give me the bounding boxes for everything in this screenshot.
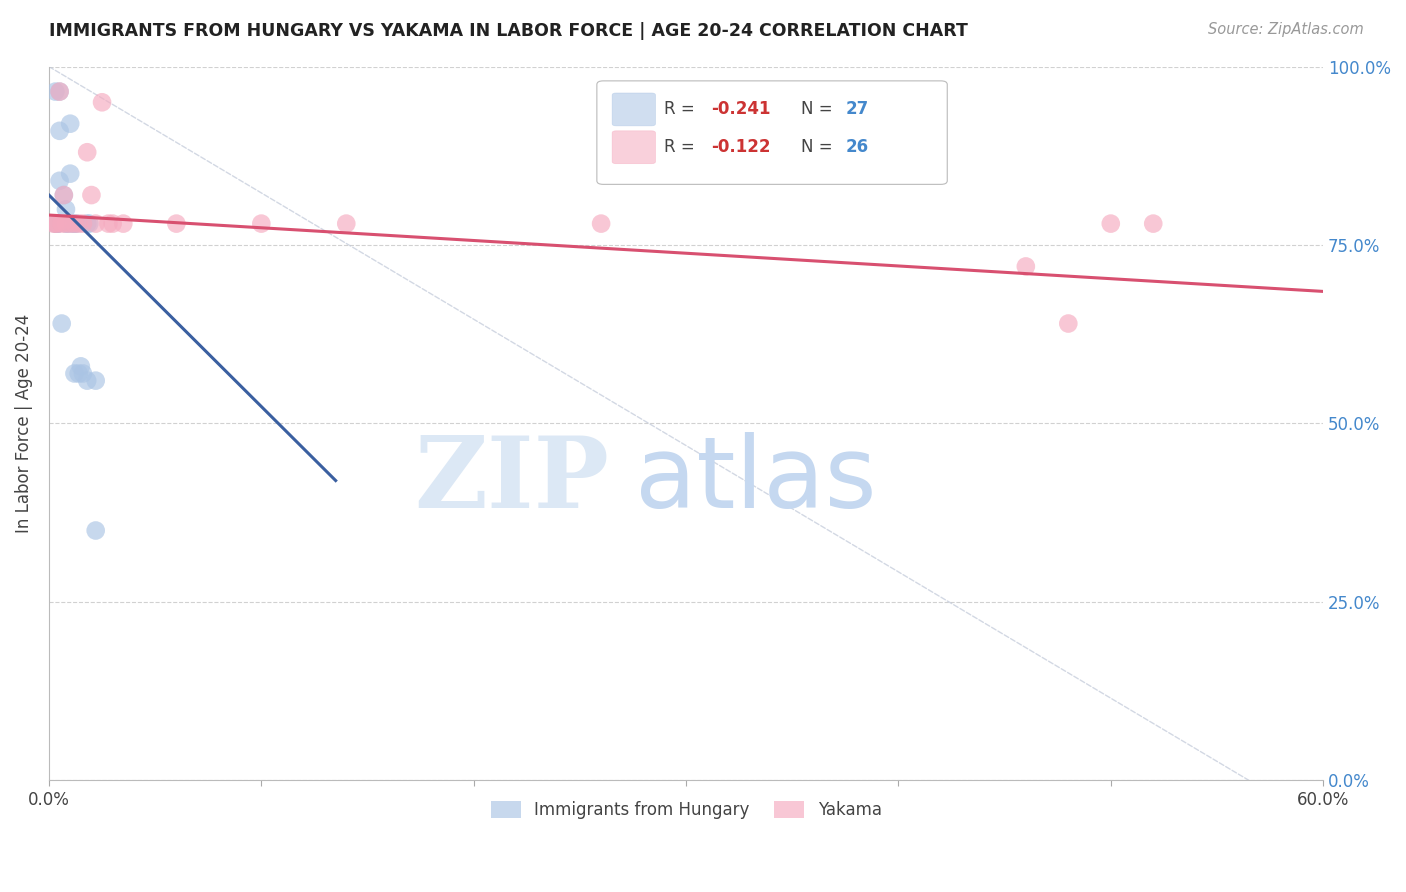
Point bbox=[91, 95, 114, 110]
Point bbox=[101, 217, 124, 231]
Point bbox=[56, 217, 79, 231]
Point bbox=[46, 217, 69, 231]
Text: R =: R = bbox=[665, 137, 700, 155]
Point bbox=[1099, 217, 1122, 231]
Point bbox=[97, 217, 120, 231]
Point bbox=[48, 85, 70, 99]
Point bbox=[1057, 317, 1080, 331]
Point bbox=[72, 367, 94, 381]
Text: IMMIGRANTS FROM HUNGARY VS YAKAMA IN LABOR FORCE | AGE 20-24 CORRELATION CHART: IMMIGRANTS FROM HUNGARY VS YAKAMA IN LAB… bbox=[49, 22, 969, 40]
Legend: Immigrants from Hungary, Yakama: Immigrants from Hungary, Yakama bbox=[484, 794, 889, 825]
Point bbox=[44, 85, 66, 99]
Point bbox=[65, 217, 87, 231]
Point bbox=[52, 188, 75, 202]
Point bbox=[52, 188, 75, 202]
Point bbox=[44, 217, 66, 231]
Point bbox=[55, 217, 77, 231]
Text: N =: N = bbox=[801, 100, 838, 118]
Point bbox=[591, 217, 613, 231]
FancyBboxPatch shape bbox=[598, 81, 948, 185]
Point bbox=[84, 374, 107, 388]
Point bbox=[55, 217, 77, 231]
Text: ZIP: ZIP bbox=[415, 432, 610, 529]
Point bbox=[84, 217, 107, 231]
Point bbox=[59, 217, 82, 231]
Point bbox=[79, 217, 101, 231]
Point bbox=[69, 359, 91, 374]
Point bbox=[46, 217, 69, 231]
Y-axis label: In Labor Force | Age 20-24: In Labor Force | Age 20-24 bbox=[15, 314, 32, 533]
Point bbox=[76, 374, 98, 388]
Point bbox=[80, 188, 103, 202]
Point bbox=[46, 217, 69, 231]
Point bbox=[60, 217, 83, 231]
Point bbox=[42, 217, 65, 231]
Point bbox=[44, 217, 66, 231]
Point bbox=[63, 367, 86, 381]
Point bbox=[55, 202, 77, 217]
Point bbox=[59, 167, 82, 181]
Point bbox=[59, 117, 82, 131]
Text: Source: ZipAtlas.com: Source: ZipAtlas.com bbox=[1208, 22, 1364, 37]
Point bbox=[165, 217, 187, 231]
Point bbox=[1142, 217, 1164, 231]
FancyBboxPatch shape bbox=[612, 93, 655, 126]
Point bbox=[76, 217, 98, 231]
Text: R =: R = bbox=[665, 100, 700, 118]
Point bbox=[67, 217, 90, 231]
Point bbox=[51, 317, 73, 331]
Point bbox=[63, 217, 86, 231]
Point bbox=[46, 217, 69, 231]
Point bbox=[84, 524, 107, 538]
Point bbox=[48, 174, 70, 188]
Point bbox=[76, 145, 98, 160]
Text: 27: 27 bbox=[845, 100, 869, 118]
Text: N =: N = bbox=[801, 137, 838, 155]
Point bbox=[63, 217, 86, 231]
Point bbox=[112, 217, 135, 231]
Point bbox=[67, 367, 90, 381]
Point bbox=[335, 217, 357, 231]
Text: atlas: atlas bbox=[636, 432, 877, 529]
Point bbox=[72, 217, 94, 231]
Point bbox=[51, 217, 73, 231]
Point bbox=[48, 124, 70, 138]
Text: -0.241: -0.241 bbox=[711, 100, 770, 118]
Point bbox=[250, 217, 273, 231]
FancyBboxPatch shape bbox=[612, 131, 655, 163]
Text: -0.122: -0.122 bbox=[711, 137, 770, 155]
Point bbox=[48, 85, 70, 99]
Point bbox=[1015, 260, 1038, 274]
Text: 26: 26 bbox=[845, 137, 869, 155]
